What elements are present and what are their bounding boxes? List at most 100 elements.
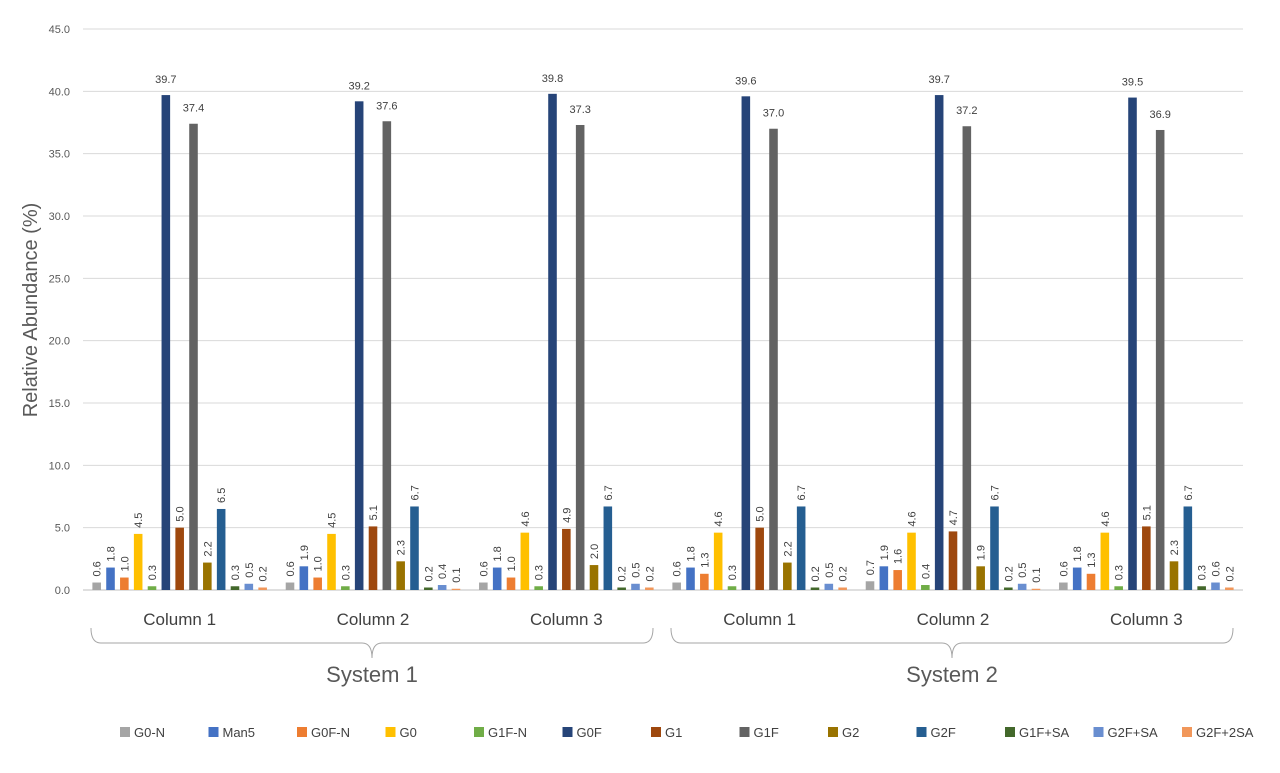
data-label: 2.0 xyxy=(589,544,601,559)
bar xyxy=(1086,573,1096,590)
bar xyxy=(783,562,792,590)
group-label: System 2 xyxy=(906,662,998,687)
y-tick-label: 25.0 xyxy=(49,273,70,285)
bar xyxy=(796,506,806,590)
legend-label: G0F xyxy=(577,725,602,740)
bar xyxy=(424,587,433,590)
data-label: 39.8 xyxy=(542,73,563,85)
bar xyxy=(147,586,157,590)
data-label: 0.5 xyxy=(630,562,642,577)
legend: G0-N Man5 G0F-N G0 G1F-N G0F G1 G1F G2 G2F G1F+SA G… xyxy=(120,725,1254,740)
bar xyxy=(313,577,322,590)
data-label: 0.2 xyxy=(810,566,822,581)
bar xyxy=(948,531,958,590)
legend-label: G0 xyxy=(400,725,417,740)
bar xyxy=(1072,567,1082,590)
legend-swatch xyxy=(385,727,396,737)
bar xyxy=(934,95,944,590)
data-label: 4.5 xyxy=(327,513,339,528)
bars xyxy=(92,93,1234,591)
data-label: 37.2 xyxy=(956,105,977,117)
bar xyxy=(976,566,985,590)
legend-swatch xyxy=(651,727,661,737)
data-label: 0.6 xyxy=(478,561,490,576)
data-label: 0.6 xyxy=(672,561,684,576)
bar xyxy=(990,506,999,590)
bar xyxy=(1031,588,1041,590)
data-label: 0.3 xyxy=(534,565,546,580)
bar xyxy=(1183,506,1193,590)
bar xyxy=(492,567,502,590)
data-label: 39.5 xyxy=(1122,77,1143,89)
y-tick-label: 10.0 xyxy=(49,460,70,472)
data-label: 1.3 xyxy=(1086,552,1098,567)
bar xyxy=(354,101,364,590)
bar xyxy=(672,582,681,590)
bar xyxy=(769,128,778,590)
data-label: 4.6 xyxy=(907,511,919,526)
data-label: 0.3 xyxy=(727,565,739,580)
data-label: 39.7 xyxy=(928,74,949,86)
legend-label: G1 xyxy=(665,725,682,740)
bar xyxy=(437,585,447,590)
data-labels: 0.61.81.04.50.339.75.037.42.26.50.3 0.5 0.… xyxy=(92,73,1237,583)
data-label: 1.8 xyxy=(1072,546,1084,561)
bar xyxy=(921,585,930,590)
data-label: 0.2 xyxy=(617,566,629,581)
data-label: 0.3 xyxy=(147,565,159,580)
y-axis-ticks: 0.0 5.0 10.0 15.0 20.0 25.0 30.0 35.0 40.0 45.0 xyxy=(49,24,70,597)
legend-label: G0F-N xyxy=(311,725,350,740)
bar xyxy=(907,532,916,590)
data-label: 0.4 xyxy=(437,564,449,579)
data-label: 6.7 xyxy=(603,485,615,500)
data-label: 0.3 xyxy=(230,565,242,580)
data-label: 0.3 xyxy=(1114,565,1126,580)
data-label: 6.7 xyxy=(989,485,1001,500)
bar xyxy=(327,533,336,590)
bar xyxy=(810,587,820,590)
data-label: 0.5 xyxy=(1017,562,1029,577)
data-label: 39.2 xyxy=(348,80,369,92)
data-label: 37.4 xyxy=(183,103,204,115)
bar xyxy=(1225,587,1234,590)
data-label: 6.7 xyxy=(409,485,421,500)
data-label: 39.6 xyxy=(735,75,756,87)
data-label: 1.6 xyxy=(893,549,905,564)
bar xyxy=(451,588,461,590)
data-label: 0.2 xyxy=(258,566,270,581)
category-label: Column 2 xyxy=(337,610,410,629)
bar xyxy=(230,586,240,590)
group-label: System 1 xyxy=(326,662,418,687)
legend-label: G1F xyxy=(754,725,779,740)
bar xyxy=(410,506,419,590)
bar xyxy=(368,526,378,590)
bar xyxy=(258,587,267,590)
legend-swatch xyxy=(120,727,130,737)
bar xyxy=(534,586,543,590)
legend-swatch xyxy=(828,727,838,737)
category-label: Column 3 xyxy=(530,610,603,629)
data-label: 4.6 xyxy=(713,511,725,526)
bar xyxy=(106,567,115,590)
data-label: 0.2 xyxy=(423,566,435,581)
data-label: 0.6 xyxy=(1210,561,1222,576)
bar xyxy=(1169,561,1179,590)
bar xyxy=(631,583,640,590)
bar xyxy=(741,96,751,590)
legend-swatch xyxy=(739,727,750,737)
data-label: 5.1 xyxy=(368,505,380,520)
data-label: 4.5 xyxy=(133,513,145,528)
bar xyxy=(1128,97,1137,591)
bar xyxy=(175,527,184,590)
bar xyxy=(1114,586,1123,590)
bar xyxy=(1142,526,1151,590)
bar xyxy=(520,532,530,590)
bar xyxy=(341,586,350,590)
legend-label: G2F xyxy=(931,725,956,740)
data-label: 2.2 xyxy=(782,541,794,556)
bar xyxy=(299,566,309,590)
legend-label: G1F-N xyxy=(488,725,527,740)
bar xyxy=(1059,582,1068,590)
data-label: 0.5 xyxy=(824,562,836,577)
bar xyxy=(382,121,392,591)
